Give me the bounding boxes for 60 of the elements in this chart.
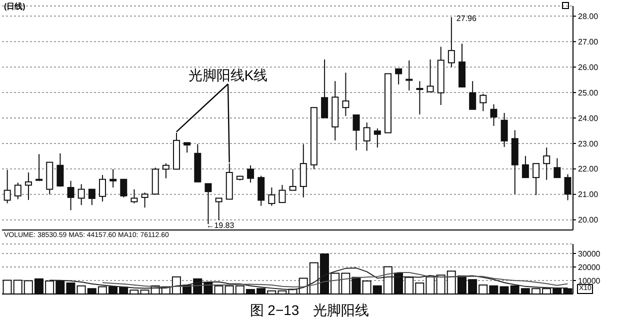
candlestick [130, 188, 138, 204]
candlestick [56, 152, 64, 188]
y-tick-label: 26.00 [578, 62, 599, 72]
annotation: 光脚阳线K线 [188, 67, 268, 83]
candlestick [98, 174, 106, 202]
candlestick [141, 192, 148, 208]
y-tick-label: 27.00 [578, 37, 599, 46]
chart-title: (日线) [4, 1, 26, 12]
annotation: 27.96 [456, 14, 477, 24]
y-tick-label: 21.00 [578, 190, 599, 200]
candlestick [78, 184, 85, 206]
candlestick [374, 128, 381, 148]
y-tick-label: 28.00 [578, 12, 599, 22]
candlestick [480, 93, 487, 112]
line-series [102, 272, 568, 288]
candlestick [120, 178, 128, 198]
y-tick-label: 30000 [578, 249, 601, 258]
y-tick-label: 24.00 [578, 114, 599, 123]
line-series [49, 268, 568, 290]
candlestick [395, 68, 402, 85]
candlestick [258, 175, 265, 206]
candlestick [184, 142, 191, 154]
candlestick [67, 180, 74, 211]
y-tick-label: 25.00 [578, 88, 599, 98]
candlestick [247, 164, 254, 184]
candlestick [162, 162, 170, 179]
candlestick [24, 172, 32, 200]
candlestick [110, 168, 117, 188]
candlestick [4, 169, 11, 204]
candlestick [278, 184, 286, 204]
candlestick [14, 182, 22, 200]
candlestick [36, 154, 43, 182]
y-tick-label: 20000 [578, 262, 601, 272]
candlestick [554, 158, 561, 178]
candlestick [522, 155, 529, 178]
candlestick [300, 144, 307, 198]
candlestick [352, 114, 360, 151]
caption: 图 2−13 光脚阳线 [248, 302, 370, 320]
candlestick [289, 168, 296, 191]
candlestick [215, 198, 222, 221]
candlestick [564, 174, 572, 201]
candlestick [426, 58, 434, 92]
candlestick [490, 104, 498, 126]
candlestick [88, 188, 96, 206]
y-tick-label: 20.00 [578, 216, 599, 225]
candlestick [406, 60, 413, 92]
candlestick [342, 72, 350, 116]
candlestick [543, 147, 550, 180]
candlestick [500, 112, 508, 148]
candlestick [363, 122, 370, 152]
y-tick-label: 22.00 [578, 164, 599, 174]
y-tick-label: 23.00 [578, 139, 599, 148]
candlestick [416, 80, 424, 115]
candlestick [532, 163, 540, 196]
candlestick [469, 80, 476, 110]
candlestick [448, 16, 455, 68]
y-tick-label: 10000 [578, 276, 601, 286]
candlestick [268, 186, 276, 206]
annotation: ←19.83 [206, 221, 235, 230]
candlestick [321, 58, 328, 118]
